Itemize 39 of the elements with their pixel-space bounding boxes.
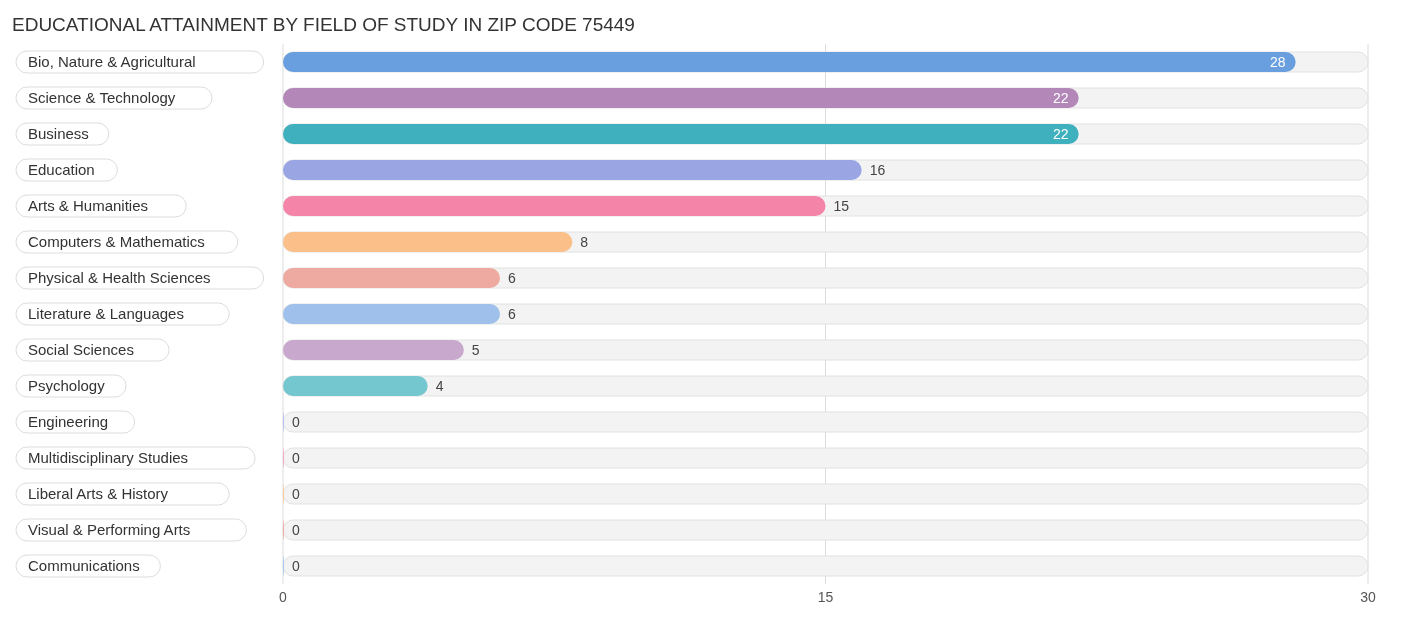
data-label: 15 bbox=[833, 198, 850, 214]
data-label: 0 bbox=[292, 414, 300, 430]
x-tick-label: 30 bbox=[1360, 588, 1376, 605]
y-tick-label: Communications bbox=[28, 557, 140, 574]
y-tick-label: Psychology bbox=[28, 377, 106, 394]
data-label: 0 bbox=[292, 522, 300, 538]
y-tick-label: Multidisciplinary Studies bbox=[28, 449, 189, 466]
y-tick-label: Business bbox=[28, 125, 89, 142]
x-tick-label: 15 bbox=[817, 588, 834, 605]
y-tick-label: Arts & Humanities bbox=[28, 197, 149, 214]
data-label: 6 bbox=[508, 306, 516, 322]
y-tick-label: Social Sciences bbox=[28, 341, 134, 358]
bar bbox=[283, 304, 500, 324]
y-tick-label: Education bbox=[28, 161, 95, 178]
y-tick-label: Bio, Nature & Agricultural bbox=[28, 53, 196, 70]
data-label: 22 bbox=[1053, 126, 1069, 142]
data-label: 5 bbox=[471, 342, 480, 358]
bar bbox=[283, 232, 573, 252]
y-tick-label: Visual & Performing Arts bbox=[28, 521, 191, 538]
y-tick-label: Science & Technology bbox=[28, 89, 176, 106]
y-tick-label: Physical & Health Sciences bbox=[28, 269, 211, 286]
y-tick-label: Engineering bbox=[28, 413, 109, 430]
data-label: 0 bbox=[292, 558, 300, 574]
x-tick-label: 0 bbox=[279, 588, 288, 605]
data-label: 4 bbox=[435, 378, 444, 394]
bar bbox=[283, 340, 464, 360]
data-label: 0 bbox=[292, 450, 300, 466]
data-label: 0 bbox=[292, 486, 300, 502]
data-label: 6 bbox=[508, 270, 516, 286]
chart-title: EDUCATIONAL ATTAINMENT BY FIELD OF STUDY IN ZIP CODE 75449 bbox=[11, 13, 636, 37]
bar bbox=[283, 376, 428, 396]
data-label: 28 bbox=[1270, 54, 1286, 70]
data-label: 16 bbox=[869, 162, 886, 178]
data-label: 22 bbox=[1053, 90, 1069, 106]
data-label: 8 bbox=[580, 234, 589, 250]
y-tick-label: Literature & Languages bbox=[28, 305, 184, 322]
y-tick-label: Liberal Arts & History bbox=[28, 485, 169, 502]
y-tick-label: Computers & Mathematics bbox=[28, 233, 205, 250]
bar bbox=[283, 268, 500, 288]
